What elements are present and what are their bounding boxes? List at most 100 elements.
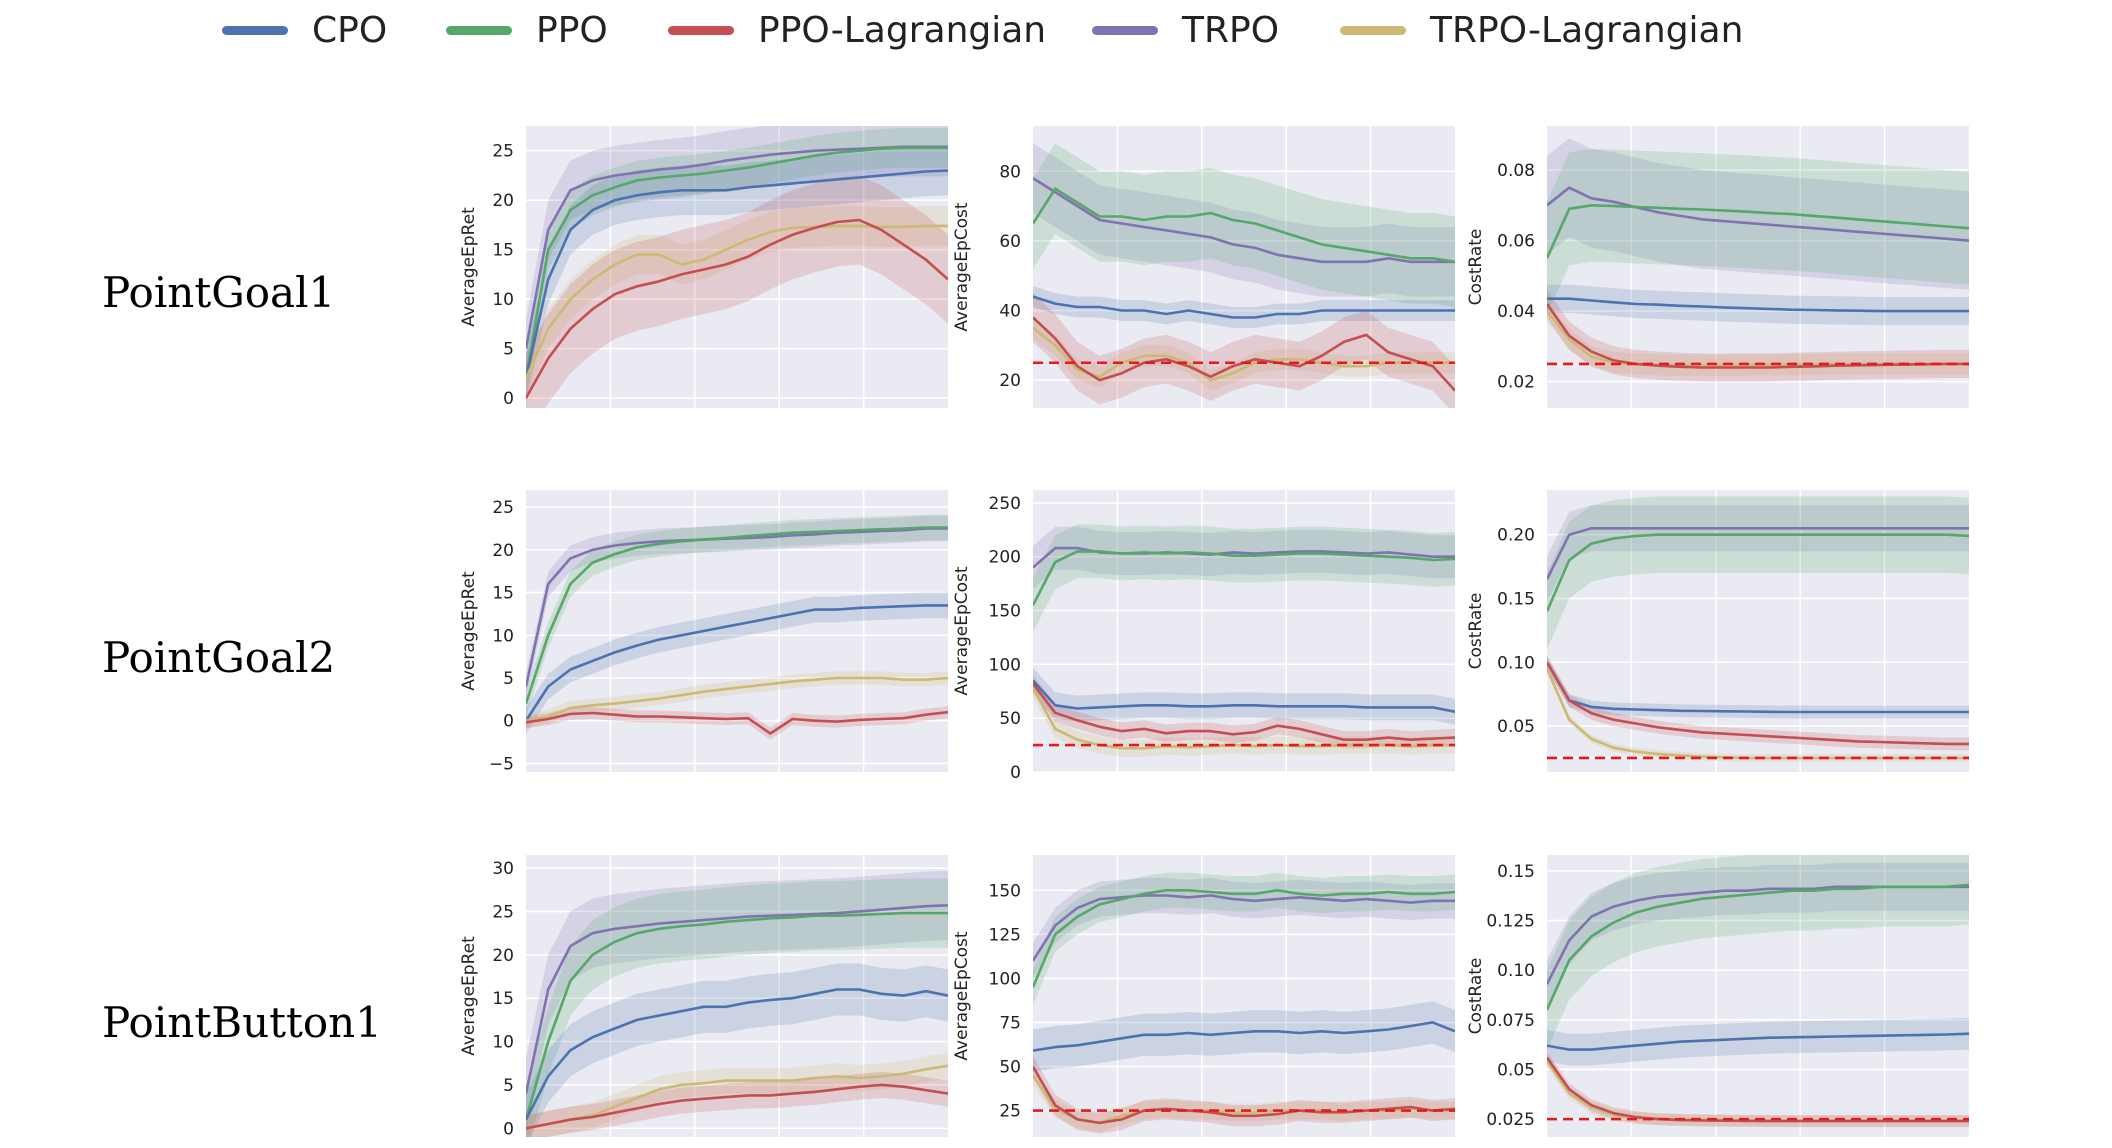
- subplot-2-0: 0 5 10 15 20 25 30 AverageEpRet: [459, 855, 948, 1139]
- subplot-1-2: 0.05 0.10 0.15 0.20 CostRate: [1466, 490, 1969, 772]
- series-line-cpo: [526, 988, 948, 1121]
- y-tick-label: 60: [999, 232, 1021, 252]
- y-tick-label: 0.06: [1497, 232, 1535, 252]
- y-tick-label: 50: [999, 1058, 1021, 1078]
- y-tick-label: 25: [999, 1102, 1021, 1122]
- legend-label-trpo-lagrangian: TRPO-Lagrangian: [1430, 9, 1744, 51]
- plot-background: [1033, 126, 1455, 408]
- plot-area: [1547, 138, 1969, 382]
- y-tick-label: 0.125: [1486, 912, 1535, 932]
- plot-area: [1547, 855, 1969, 1128]
- y-tick-label: 5: [503, 340, 514, 360]
- plot-area: [526, 514, 948, 740]
- legend-swatch-cpo: [222, 25, 288, 35]
- series-line-trpo-lagrangian: [526, 1064, 948, 1130]
- series-line-trpo: [1033, 177, 1455, 264]
- y-axis-label: AverageEpCost: [952, 202, 972, 331]
- y-tick-label: 0.05: [1497, 1060, 1535, 1080]
- y-axis-label: CostRate: [1466, 958, 1486, 1035]
- series-line-trpo: [1547, 186, 1969, 242]
- y-tick-label: 25: [492, 902, 514, 922]
- band-trpo: [1033, 143, 1455, 297]
- series-line-ppo: [1547, 883, 1969, 1011]
- y-tick-label: 100: [989, 655, 1021, 675]
- y-tick-label: 25: [492, 498, 514, 518]
- series-line-ppo-lagrangian: [1033, 682, 1455, 742]
- y-tick-label: 50: [999, 709, 1021, 729]
- band-ppo: [1547, 148, 1969, 315]
- y-tick-label: 15: [492, 584, 514, 604]
- plot-area: [1547, 496, 1969, 762]
- y-axis-label: AverageEpCost: [952, 566, 972, 695]
- row-label-pointgoal2: PointGoal2: [102, 633, 336, 682]
- y-tick-label: 20: [492, 191, 514, 211]
- y-tick-label: 25: [492, 142, 514, 162]
- band-ppo-lagrangian: [526, 706, 948, 740]
- y-tick-label: 10: [492, 1033, 514, 1053]
- legend-label-ppo-lagrangian: PPO-Lagrangian: [758, 9, 1047, 51]
- series-line-ppo: [1033, 888, 1455, 988]
- series-line-ppo: [1033, 187, 1455, 264]
- band-trpo: [1547, 862, 1969, 1008]
- y-tick-label: 0: [503, 712, 514, 732]
- y-tick-label: 20: [492, 946, 514, 966]
- band-trpo-lagrangian: [1547, 300, 1969, 376]
- band-trpo: [526, 126, 948, 379]
- series-line-ppo-lagrangian: [1547, 303, 1969, 369]
- subplot-2-1: 25 50 75 100 125 150 AverageEpCost: [952, 855, 1455, 1137]
- series-line-cpo: [1547, 297, 1969, 313]
- y-axis-label: CostRate: [1466, 229, 1486, 306]
- band-cpo: [1547, 284, 1969, 326]
- band-ppo: [526, 878, 948, 1137]
- y-tick-label: 10: [492, 626, 514, 646]
- y-tick-label: 30: [492, 859, 514, 879]
- series-line-cpo: [1033, 1021, 1455, 1052]
- y-axis-label: AverageEpRet: [459, 207, 479, 327]
- y-tick-label: 15: [492, 241, 514, 261]
- series-line-trpo-lagrangian: [526, 676, 948, 722]
- plot-area: [1033, 143, 1455, 408]
- band-ppo: [1033, 524, 1455, 633]
- y-axis-label: AverageEpRet: [459, 571, 479, 691]
- y-tick-label: 0.08: [1497, 161, 1535, 181]
- band-cpo: [1033, 667, 1455, 725]
- legend-swatch-trpo-lagrangian: [1340, 25, 1406, 35]
- y-tick-label: 0.15: [1497, 862, 1535, 882]
- y-tick-label: 125: [989, 925, 1021, 945]
- y-tick-label: 5: [503, 1076, 514, 1096]
- band-cpo: [1033, 286, 1455, 328]
- plot-background: [1033, 490, 1455, 772]
- legend-label-trpo: TRPO: [1182, 9, 1280, 51]
- y-tick-label: 20: [999, 371, 1021, 391]
- band-cpo: [1033, 1001, 1455, 1072]
- subplot-0-1: 20 40 60 80 AverageEpCost: [952, 126, 1455, 408]
- legend-swatch-ppo-lagrangian: [668, 25, 734, 35]
- band-ppo: [526, 514, 948, 717]
- series-line-trpo-lagrangian: [1033, 326, 1455, 382]
- series-line-cpo: [526, 604, 948, 722]
- band-trpo-lagrangian: [526, 206, 948, 399]
- y-axis-label: AverageEpRet: [459, 936, 479, 1056]
- y-tick-label: 5: [503, 669, 514, 689]
- band-trpo: [1033, 877, 1455, 979]
- band-ppo-lagrangian: [1547, 289, 1969, 382]
- y-tick-label: 0: [503, 1119, 514, 1139]
- plot-area: [1033, 872, 1455, 1134]
- series-line-ppo: [1547, 533, 1969, 612]
- legend-swatch-trpo: [1092, 25, 1158, 35]
- y-tick-label: 250: [989, 494, 1021, 514]
- y-tick-label: 40: [999, 302, 1021, 322]
- y-tick-label: 100: [989, 969, 1021, 989]
- legend-item-ppo: PPO: [446, 8, 608, 52]
- series-line-ppo-lagrangian: [1547, 661, 1969, 746]
- band-ppo: [1033, 143, 1455, 307]
- band-ppo-lagrangian: [1033, 293, 1455, 408]
- band-ppo-lagrangian: [526, 175, 948, 408]
- y-tick-label: 0.075: [1486, 1011, 1535, 1031]
- y-tick-label: 0: [503, 389, 514, 409]
- series-line-cpo: [1033, 295, 1455, 319]
- legend-swatch-ppo: [446, 25, 512, 35]
- legend-item-ppo-lagrangian: PPO-Lagrangian: [668, 8, 1046, 52]
- series-line-ppo-lagrangian: [1033, 1065, 1455, 1125]
